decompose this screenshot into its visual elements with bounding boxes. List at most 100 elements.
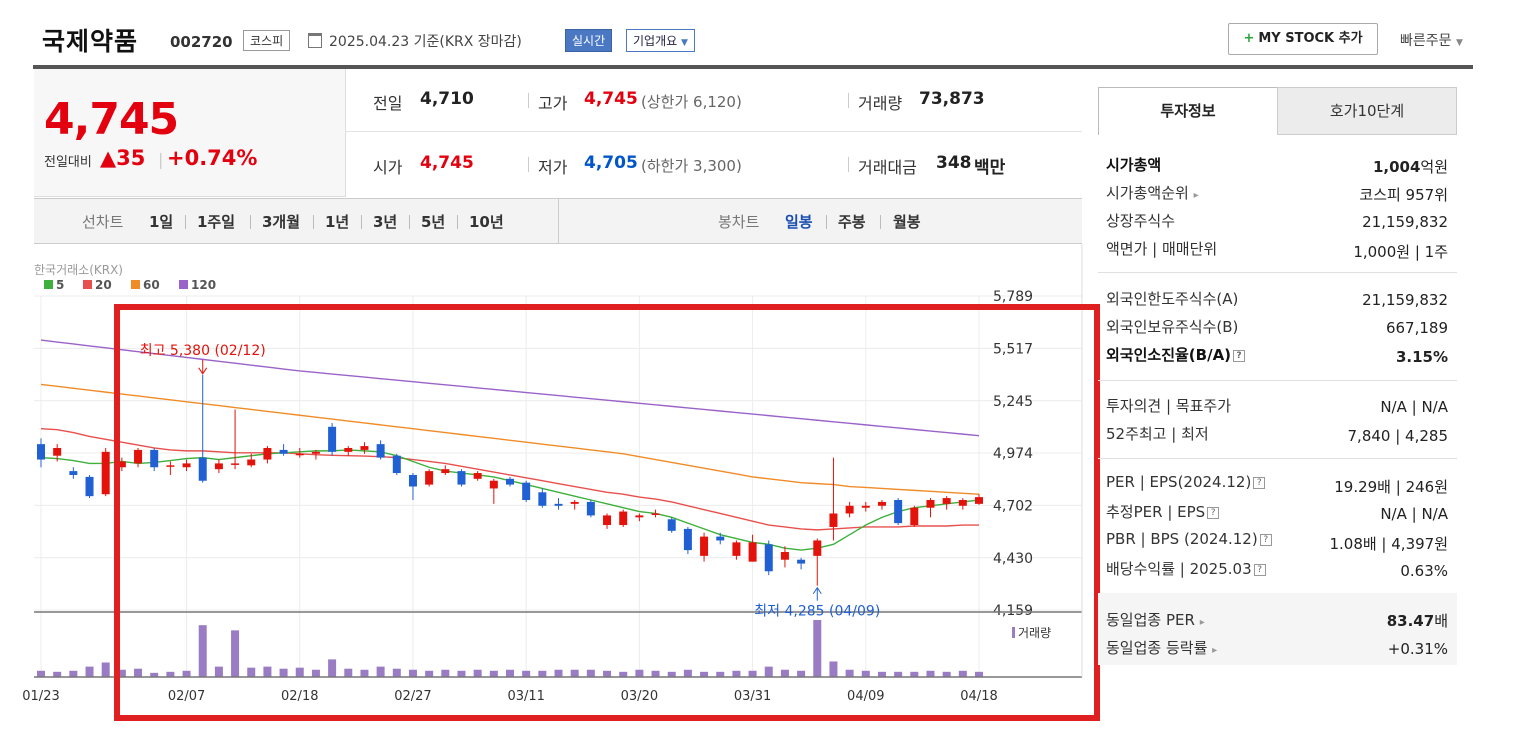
candle-body [198,457,207,481]
peer-rate-label[interactable]: 동일업종 등락률 ▸ [1106,637,1217,658]
candle-body [975,497,983,504]
candle-weekly[interactable]: 주봉 [838,213,866,231]
candle-monthly[interactable]: 월봉 [893,213,921,231]
volume-bar [829,661,838,677]
candle-body [344,447,353,452]
candle-body [700,536,709,556]
volume-bar [797,670,806,677]
candle-body [603,515,612,526]
candle-body [441,469,450,474]
volume-bar [392,668,401,677]
company-overview-dropdown[interactable]: 기업개요 ▼ [626,29,695,52]
period-1y[interactable]: 1년 [325,213,350,231]
legend-swatch [44,280,53,289]
candle-body [53,447,62,456]
volume-bar [263,666,272,677]
peer-per-label[interactable]: 동일업종 PER ▸ [1106,609,1205,630]
volume-bar [748,670,757,677]
upper-limit: (상한가 6,120) [641,93,742,111]
lower-limit: (하한가 3,300) [641,157,742,175]
volume-bar [570,669,579,677]
candle-body [683,528,692,551]
candle-body [958,500,967,506]
period-1d[interactable]: 1일 [149,213,174,231]
prev-close-label: 전일 [373,94,403,113]
market-cap-rank-label[interactable]: 시가총액순위 ▸ [1106,182,1199,203]
market-cap-label: 시가총액 [1106,156,1162,174]
volume-bar [603,670,612,677]
help-icon[interactable]: ? [1253,476,1266,489]
week52-label: 52주최고 | 최저 [1106,425,1209,443]
pbr-label: PBR | BPS (2024.12)? [1106,530,1272,548]
quick-order-label: 빠른주문 [1400,33,1452,49]
chevron-down-icon: ▼ [681,38,688,48]
candle-chart-label: 봉차트 [718,213,760,231]
help-icon[interactable]: ? [1233,349,1246,362]
period-1w[interactable]: 1주일 [197,213,236,231]
separator [457,215,458,229]
candle-body [910,507,919,526]
candle-body [69,471,78,475]
realtime-button[interactable]: 실시간 [565,29,613,52]
candle-body [942,498,951,504]
foreign-ratio-text: 외국인소진율(B/A) [1106,346,1232,364]
separator [528,157,529,172]
add-my-stock-button[interactable]: + MY STOCK 추가 [1228,23,1378,55]
listed-shares-label: 상장주식수 [1106,212,1176,230]
tab-invest-info[interactable]: 투자정보 [1098,87,1278,135]
volume-bar [845,669,854,677]
help-icon[interactable]: ? [1259,533,1272,546]
company-overview-label: 기업개요 [633,34,678,48]
period-10y[interactable]: 10년 [469,213,504,231]
listed-shares-value: 21,159,832 [1362,213,1448,231]
candle-body [247,459,256,466]
candle-body [85,476,94,497]
volume-bar [586,669,595,677]
high-label: 고가 [538,94,568,113]
peer-per-unit: 배 [1434,612,1448,630]
x-tick-label: 03/11 [507,689,544,704]
candle-daily[interactable]: 일봉 [785,213,813,231]
amount-value: 348 [936,153,972,173]
amount-label: 거래대금 [858,158,917,177]
base-date: 2025.04.23 기준(KRX 장마감) [329,34,522,50]
volume-bar [489,670,498,677]
tab-order-book[interactable]: 호가10단계 [1277,87,1457,135]
est-per-label: 추정PER | EPS? [1106,501,1220,522]
period-3y[interactable]: 3년 [373,213,398,231]
candle-body [829,513,838,527]
dividend-text: 배당수익률 | 2025.03 [1106,560,1252,578]
volume-bar [958,670,967,677]
candle-body [360,446,369,450]
price-change-percent: +0.74% [167,146,258,170]
y-tick-label: 4,430 [993,551,1033,567]
pbr-text: PBR | BPS (2024.12) [1106,530,1258,548]
volume-bar [457,670,466,677]
volume-bar [231,630,240,677]
peer-rate-text: 동일업종 등락률 [1106,639,1208,657]
candle-body [134,449,143,464]
candle-body [457,471,466,485]
ma20-line [40,428,979,531]
market-cap-rank-text: 시가총액순위 [1106,184,1189,202]
x-tick-label: 02/18 [281,689,318,704]
pbr-value: 1.08배 | 4,397원 [1329,535,1448,553]
candle-body [797,559,806,564]
candle-body [554,503,563,506]
candle-body [376,444,385,458]
candle-body [926,500,935,508]
help-icon[interactable]: ? [1207,506,1220,519]
foreign-limit-value: 21,159,832 [1362,291,1448,309]
candle-body [538,492,547,506]
candle-body [150,449,159,468]
candle-body [328,426,337,452]
candle-body [586,501,595,516]
period-5y[interactable]: 5년 [421,213,446,231]
help-icon[interactable]: ? [1253,563,1266,576]
quick-order-button[interactable]: 빠른주문 ▼ [1400,30,1463,50]
x-tick-label: 01/23 [22,689,59,704]
volume-bars [37,620,983,677]
period-3m[interactable]: 3개월 [262,213,301,231]
foreign-ratio-value: 3.15% [1395,348,1448,366]
